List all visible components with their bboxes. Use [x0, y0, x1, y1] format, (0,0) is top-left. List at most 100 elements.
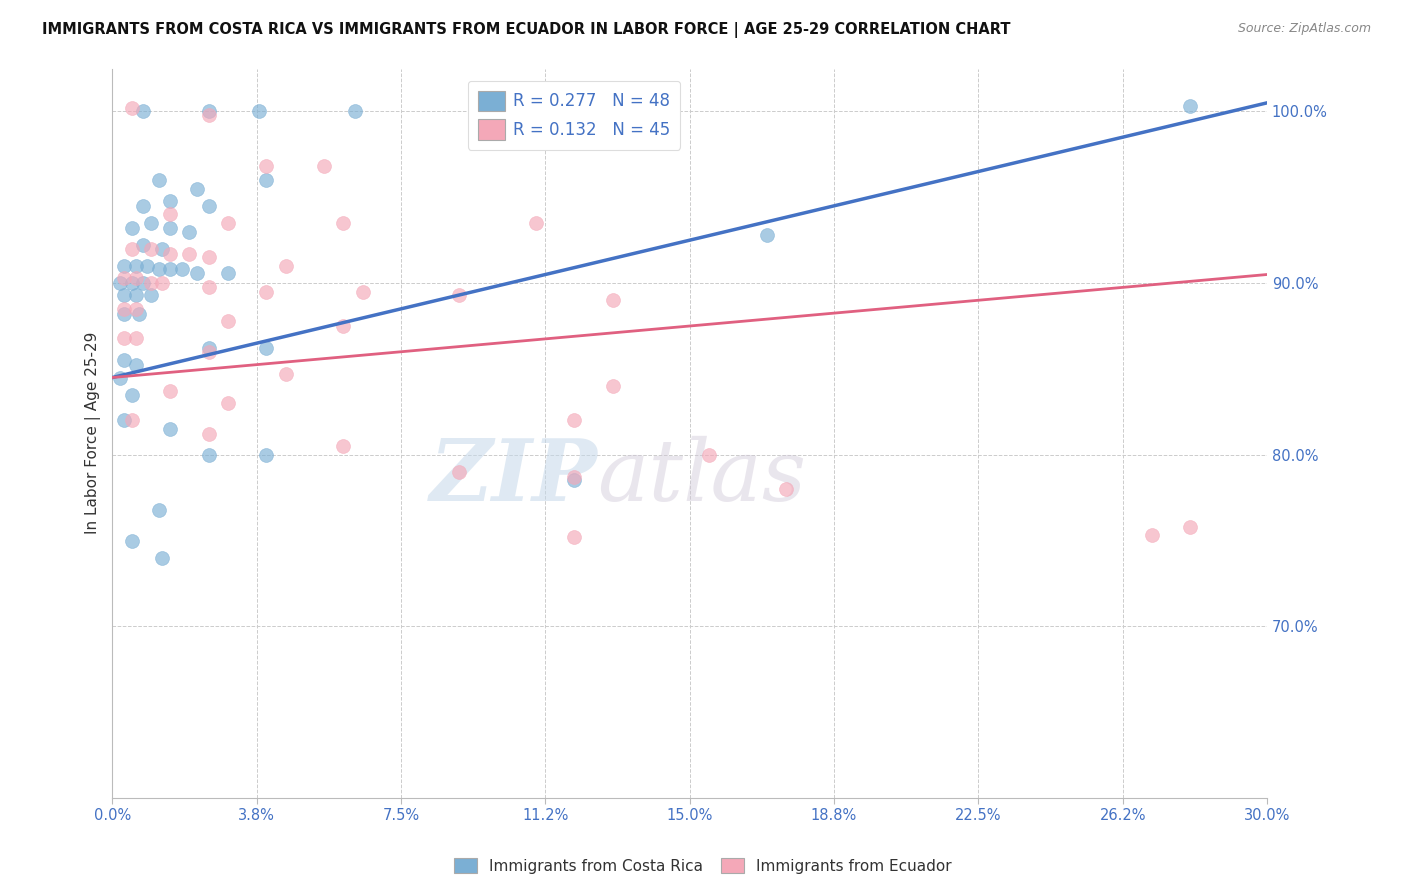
Text: ZIP: ZIP	[429, 435, 598, 519]
Point	[159, 207, 181, 221]
Point	[447, 288, 470, 302]
Point	[197, 104, 219, 119]
Point	[159, 247, 181, 261]
Point	[139, 242, 162, 256]
Point	[447, 465, 470, 479]
Point	[112, 413, 135, 427]
Point	[254, 285, 277, 299]
Point	[332, 216, 354, 230]
Point	[217, 266, 239, 280]
Point	[112, 301, 135, 316]
Point	[524, 216, 547, 230]
Point	[775, 482, 797, 496]
Point	[170, 262, 193, 277]
Point	[112, 307, 135, 321]
Point	[139, 276, 162, 290]
Point	[148, 173, 170, 187]
Point	[159, 221, 181, 235]
Point	[148, 262, 170, 277]
Point	[152, 242, 174, 256]
Point	[124, 301, 146, 316]
Point	[274, 259, 297, 273]
Point	[124, 359, 146, 373]
Point	[121, 533, 143, 548]
Point	[217, 216, 239, 230]
Point	[121, 387, 143, 401]
Point	[274, 367, 297, 381]
Point	[343, 104, 366, 119]
Point	[562, 474, 585, 488]
Point	[562, 530, 585, 544]
Point	[697, 448, 720, 462]
Point	[159, 422, 181, 436]
Point	[132, 238, 155, 252]
Point	[108, 370, 131, 384]
Point	[159, 262, 181, 277]
Point	[197, 448, 219, 462]
Point	[112, 271, 135, 285]
Point	[254, 173, 277, 187]
Point	[139, 288, 162, 302]
Point	[121, 413, 143, 427]
Point	[197, 279, 219, 293]
Point	[217, 314, 239, 328]
Point	[197, 344, 219, 359]
Point	[112, 259, 135, 273]
Point	[121, 242, 143, 256]
Point	[247, 104, 270, 119]
Point	[332, 318, 354, 333]
Point	[602, 379, 624, 393]
Point	[755, 227, 778, 242]
Point	[108, 276, 131, 290]
Text: Source: ZipAtlas.com: Source: ZipAtlas.com	[1237, 22, 1371, 36]
Point	[112, 353, 135, 368]
Point	[179, 247, 201, 261]
Point	[352, 285, 374, 299]
Point	[112, 331, 135, 345]
Point	[562, 470, 585, 484]
Point	[254, 341, 277, 355]
Point	[186, 266, 208, 280]
Point	[159, 194, 181, 208]
Point	[159, 384, 181, 399]
Point	[132, 276, 155, 290]
Text: IMMIGRANTS FROM COSTA RICA VS IMMIGRANTS FROM ECUADOR IN LABOR FORCE | AGE 25-29: IMMIGRANTS FROM COSTA RICA VS IMMIGRANTS…	[42, 22, 1011, 38]
Point	[128, 307, 150, 321]
Point	[139, 216, 162, 230]
Legend: Immigrants from Costa Rica, Immigrants from Ecuador: Immigrants from Costa Rica, Immigrants f…	[447, 852, 959, 880]
Point	[602, 293, 624, 308]
Point	[254, 448, 277, 462]
Point	[562, 413, 585, 427]
Point	[197, 341, 219, 355]
Point	[124, 331, 146, 345]
Point	[121, 276, 143, 290]
Point	[121, 221, 143, 235]
Point	[132, 104, 155, 119]
Point	[124, 288, 146, 302]
Point	[314, 160, 336, 174]
Point	[152, 550, 174, 565]
Point	[1178, 99, 1201, 113]
Text: atlas: atlas	[598, 435, 807, 518]
Legend: R = 0.277   N = 48, R = 0.132   N = 45: R = 0.277 N = 48, R = 0.132 N = 45	[468, 80, 681, 150]
Point	[152, 276, 174, 290]
Y-axis label: In Labor Force | Age 25-29: In Labor Force | Age 25-29	[86, 332, 101, 534]
Point	[124, 259, 146, 273]
Point	[148, 502, 170, 516]
Point	[121, 101, 143, 115]
Point	[197, 427, 219, 442]
Point	[186, 182, 208, 196]
Point	[1178, 520, 1201, 534]
Point	[217, 396, 239, 410]
Point	[124, 271, 146, 285]
Point	[197, 108, 219, 122]
Point	[332, 439, 354, 453]
Point	[132, 199, 155, 213]
Point	[1140, 528, 1163, 542]
Point	[136, 259, 159, 273]
Point	[254, 160, 277, 174]
Point	[112, 288, 135, 302]
Point	[197, 251, 219, 265]
Point	[179, 225, 201, 239]
Point	[197, 199, 219, 213]
